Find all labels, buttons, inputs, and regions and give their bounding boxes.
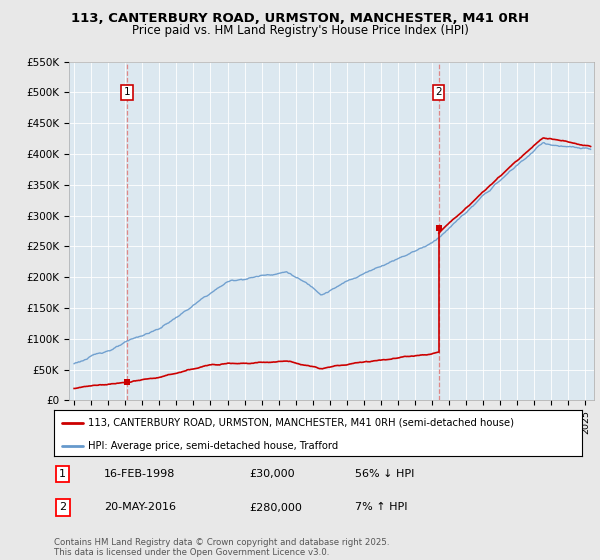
Text: 16-FEB-1998: 16-FEB-1998 bbox=[104, 469, 176, 479]
Text: Contains HM Land Registry data © Crown copyright and database right 2025.
This d: Contains HM Land Registry data © Crown c… bbox=[54, 538, 389, 557]
Text: 113, CANTERBURY ROAD, URMSTON, MANCHESTER, M41 0RH: 113, CANTERBURY ROAD, URMSTON, MANCHESTE… bbox=[71, 12, 529, 25]
Text: HPI: Average price, semi-detached house, Trafford: HPI: Average price, semi-detached house,… bbox=[88, 441, 338, 451]
Text: Price paid vs. HM Land Registry's House Price Index (HPI): Price paid vs. HM Land Registry's House … bbox=[131, 24, 469, 37]
Text: 2: 2 bbox=[59, 502, 67, 512]
Text: 7% ↑ HPI: 7% ↑ HPI bbox=[355, 502, 407, 512]
Text: 2: 2 bbox=[435, 87, 442, 97]
Text: 1: 1 bbox=[59, 469, 66, 479]
Text: 56% ↓ HPI: 56% ↓ HPI bbox=[355, 469, 415, 479]
Text: 20-MAY-2016: 20-MAY-2016 bbox=[104, 502, 176, 512]
Text: 113, CANTERBURY ROAD, URMSTON, MANCHESTER, M41 0RH (semi-detached house): 113, CANTERBURY ROAD, URMSTON, MANCHESTE… bbox=[88, 418, 514, 428]
Text: £280,000: £280,000 bbox=[250, 502, 302, 512]
Text: £30,000: £30,000 bbox=[250, 469, 295, 479]
Text: 1: 1 bbox=[124, 87, 131, 97]
